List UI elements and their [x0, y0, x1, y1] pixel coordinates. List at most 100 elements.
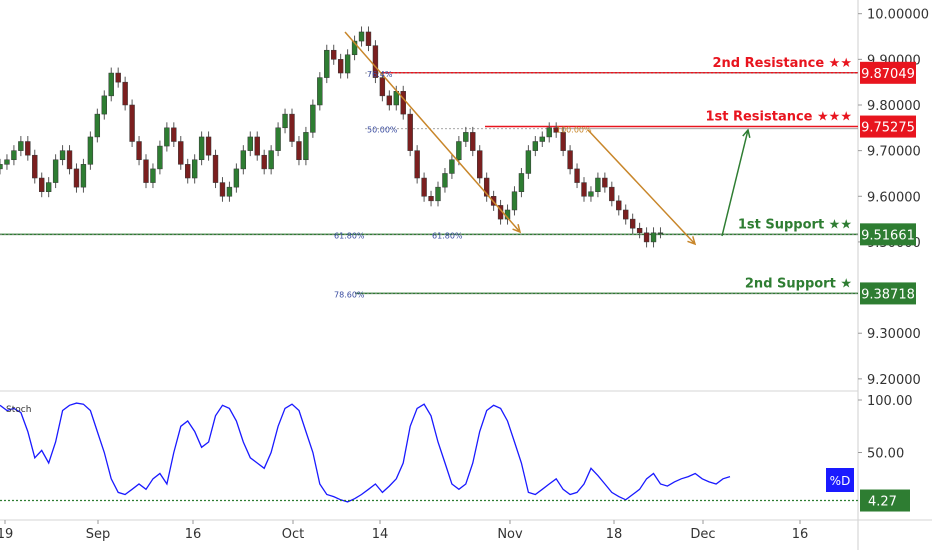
level-label: 2nd Support ★ — [745, 276, 852, 291]
candle-body — [73, 168, 80, 188]
candle-body — [623, 209, 629, 220]
level-value: 9.51661 — [861, 228, 915, 243]
candle-body — [463, 132, 469, 142]
fib-label: 61.80% — [432, 232, 463, 241]
stoch-value-badge — [860, 489, 910, 512]
candle-body — [0, 164, 3, 170]
level-value: 9.75275 — [861, 121, 915, 136]
time-tick-label: Dec — [690, 527, 715, 542]
candle-body — [150, 168, 156, 183]
candle-body — [233, 168, 240, 188]
candle-body — [574, 168, 580, 183]
candle-body — [275, 127, 281, 151]
candle-body — [372, 45, 379, 78]
candle-body — [629, 218, 636, 229]
level-label: 1st Resistance ★★★ — [705, 110, 852, 125]
candle-body — [428, 196, 434, 202]
candle-body — [365, 31, 372, 46]
candle-body — [240, 150, 247, 170]
oscillator-axis-ticks: 100.00 50.00 — [858, 394, 913, 462]
time-tick-label: 16 — [792, 527, 809, 542]
candles — [0, 26, 664, 248]
candle-body — [289, 113, 295, 142]
candle-body — [18, 141, 24, 151]
candle-body — [191, 159, 198, 179]
candle-body — [39, 177, 45, 192]
price-tick-label: 9.60000 — [867, 190, 921, 205]
candle-body — [310, 104, 316, 133]
level-value: 9.87049 — [861, 67, 915, 82]
level-value-badge — [860, 223, 916, 246]
candle-body — [379, 77, 386, 97]
candle-body — [94, 113, 101, 138]
candle-body — [636, 227, 643, 234]
candle-body — [595, 177, 601, 192]
stoch-d-line — [0, 402, 731, 503]
candle-body — [212, 154, 219, 183]
candle-body — [616, 200, 622, 211]
candle-body — [567, 150, 573, 170]
candle-body — [518, 173, 525, 192]
fib-arrow-down-1-head — [512, 224, 522, 234]
stoch-value: 4.27 — [868, 495, 897, 510]
candle-body — [261, 154, 267, 170]
candle-body — [525, 150, 532, 174]
fib-label: 100.00% — [556, 126, 592, 135]
candle-body — [108, 72, 114, 97]
candle-body — [407, 113, 413, 151]
candle-body — [553, 127, 559, 133]
candle-body — [4, 159, 10, 165]
price-tick-label: 10.00000 — [867, 8, 929, 23]
candle-body — [386, 95, 393, 106]
candle-body — [157, 145, 163, 170]
time-tick-label: 18 — [606, 527, 623, 542]
candle-body — [303, 132, 309, 161]
candle-body — [25, 141, 31, 156]
candle-body — [268, 150, 274, 170]
candle-body — [129, 104, 135, 142]
stochastic-pane: %D 4.27 — [0, 402, 910, 512]
candle-body — [560, 132, 566, 151]
candle-body — [400, 91, 406, 115]
time-tick-label: Nov — [497, 527, 523, 542]
candle-body — [581, 182, 587, 197]
candle-body — [511, 191, 518, 211]
candle-body — [351, 40, 358, 56]
time-axis-ticks: 19 Sep 16 Oct 14 Nov 18 Dec 16 — [0, 520, 808, 542]
fib-arrow-down-2 — [587, 129, 696, 245]
candle-body — [45, 182, 52, 192]
candle-body — [66, 150, 73, 170]
candle-body — [185, 164, 191, 179]
candle-body — [657, 232, 664, 235]
candle-body — [539, 136, 545, 142]
osc-tick-label: 50.00 — [867, 447, 904, 462]
candle-body — [136, 141, 142, 161]
level-labels: 2nd Resistance ★★ 9.87049 1st Resistance ★… — [705, 56, 916, 305]
level-label: 2nd Resistance ★★ — [713, 56, 853, 71]
candle-body — [650, 232, 657, 243]
candle-body — [470, 132, 476, 151]
stoch-legend-label: %D — [830, 474, 851, 488]
fib-label: 76.4% — [367, 70, 393, 79]
candle-body — [205, 136, 212, 156]
candle-body — [609, 186, 615, 202]
price-tick-label: 9.80000 — [867, 99, 921, 114]
time-tick-label: 14 — [372, 527, 389, 542]
fib-label: 78.60% — [334, 291, 365, 300]
time-tick-label: 16 — [185, 527, 202, 542]
time-tick-label: 19 — [0, 527, 13, 542]
candle-body — [247, 136, 253, 151]
candle-body — [178, 141, 184, 165]
candle-body — [477, 150, 483, 179]
candle-body — [358, 31, 365, 42]
candle-body — [115, 72, 121, 83]
level-value-badge — [860, 61, 916, 84]
candle-body — [317, 77, 323, 106]
candle-body — [226, 186, 233, 197]
fib-label: 61.80% — [334, 232, 365, 241]
fib-labels: 76.4% 50.00% 100.00% 61.80% 61.80% 78.60% — [334, 70, 592, 299]
candle-body — [421, 177, 427, 197]
